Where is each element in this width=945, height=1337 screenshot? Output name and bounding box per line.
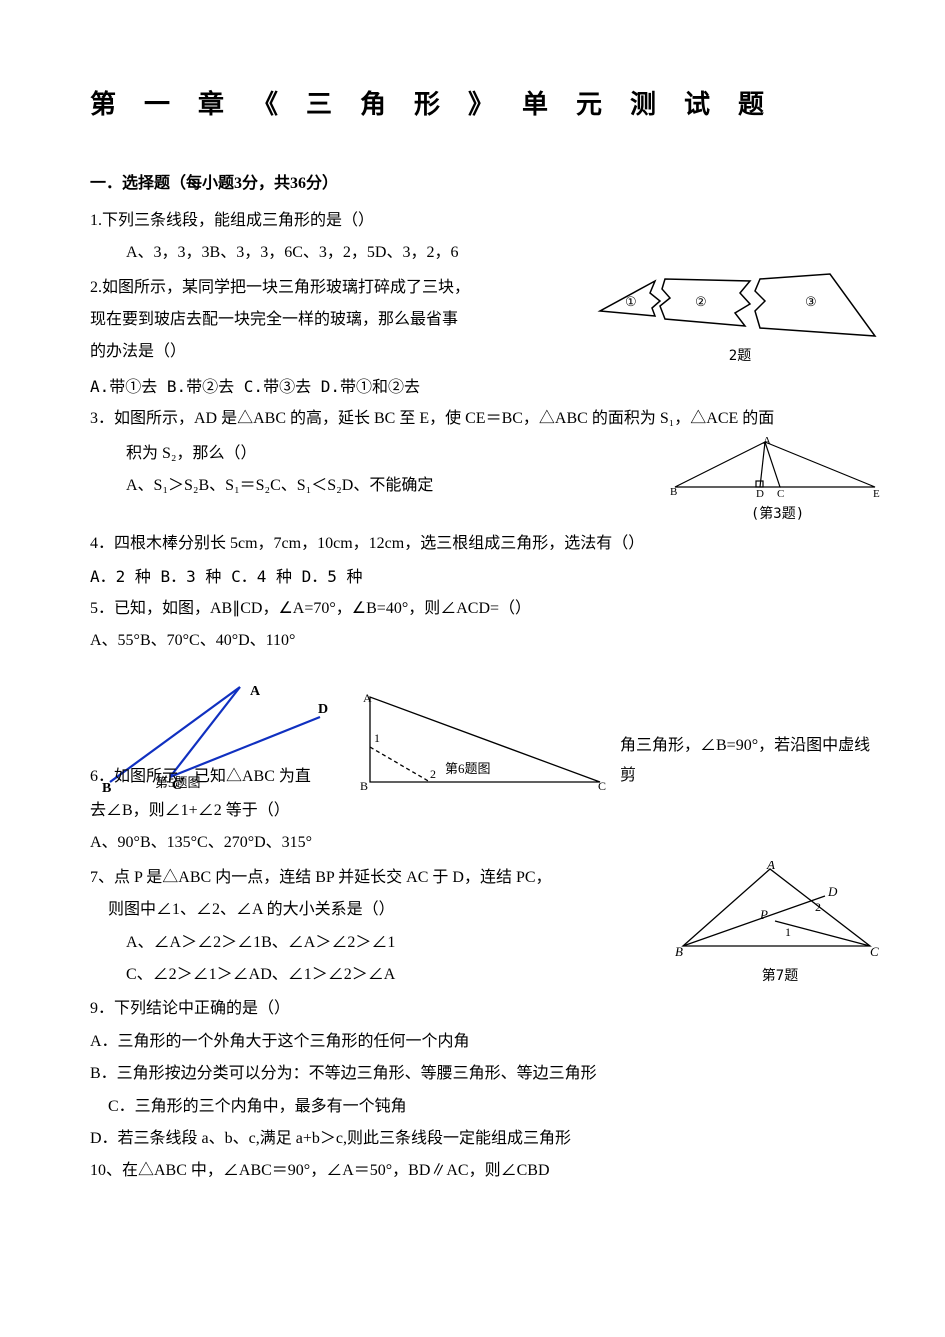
q1-stem: 1.下列三条线段，能组成三角形的是（）	[90, 206, 885, 236]
svg-text:1: 1	[374, 731, 380, 745]
page-title: 第一章《三角形》单元测试题	[90, 80, 885, 129]
svg-text:③: ③	[805, 294, 817, 309]
q5-options: A、55°B、70°C、40°D、110°	[90, 626, 885, 656]
fig2-caption: 2题	[595, 343, 885, 370]
svg-text:D: D	[756, 488, 764, 499]
q4-stem: 4．四根木棒分别长 5cm，7cm，10cm，12cm，选三根组成三角形，选法有…	[90, 529, 885, 559]
svg-text:1: 1	[785, 925, 791, 939]
q2-line2: 现在要到玻店去配一块完全一样的玻璃，那么最省事	[90, 305, 585, 335]
svg-text:D: D	[827, 884, 838, 899]
svg-text:A: A	[763, 437, 771, 447]
q3-figure: A B D C E (第3题)	[670, 437, 885, 528]
q10-stem: 10、在△ABC 中，∠ABC＝90°，∠A＝50°，BD∥AC，则∠CBD	[90, 1156, 885, 1186]
q2-figure: ① ② ③ 2题	[595, 271, 885, 370]
svg-text:②: ②	[695, 294, 707, 309]
q7-opts2: C、∠2＞∠1＞∠AD、∠1＞∠2＞∠A	[90, 960, 665, 990]
svg-text:B: B	[675, 944, 683, 959]
svg-text:E: E	[873, 488, 880, 499]
q5-stem: 5．已知，如图，AB∥CD，∠A=70°，∠B=40°，则∠ACD=（）	[90, 594, 885, 624]
svg-text:C: C	[870, 944, 879, 959]
section-1-title: 一．选择题（每小题3分，共36分）	[90, 169, 885, 199]
q2-line3: 的办法是（）	[90, 337, 585, 367]
q3-options: A、S₁＞S₂B、S₁＝S₂C、S₁＜S₂D、不能确定	[90, 471, 660, 501]
svg-text:①: ①	[625, 294, 637, 309]
svg-text:A: A	[766, 861, 775, 872]
q9-optD: D．若三条线段 a、b、c,满足 a+b＞c,则此三条线段一定能组成三角形	[90, 1124, 885, 1154]
q9-optC: C．三角形的三个内角中，最多有一个钝角	[90, 1092, 885, 1122]
svg-text:C: C	[777, 488, 784, 499]
q2-row: 2.如图所示，某同学把一块三角形玻璃打碎成了三块， 现在要到玻店去配一块完全一样…	[90, 271, 885, 370]
q7-opts1: A、∠A＞∠2＞∠1B、∠A＞∠2＞∠1	[90, 928, 665, 958]
q4-options: A．2 种 B．3 种 C．4 种 D．5 种	[90, 562, 885, 592]
q6-options: A、90°B、135°C、270°D、315°	[90, 828, 885, 858]
svg-text:D: D	[318, 702, 328, 717]
svg-text:B: B	[670, 486, 677, 498]
q1-options: A、3，3，3B、3，3，6C、3，2，5D、3，2，6	[90, 238, 885, 268]
fig3-caption: (第3题)	[670, 501, 885, 528]
q2-options: A.带①去 B.带②去 C.带③去 D.带①和②去	[90, 372, 885, 402]
svg-text:A: A	[250, 684, 261, 699]
q3-line1: 3．如图所示，AD 是△ABC 的高，延长 BC 至 E，使 CE＝BC，△AB…	[90, 404, 885, 434]
fig7-caption: 第7题	[675, 963, 885, 990]
svg-text:2: 2	[815, 900, 821, 914]
q7-figure: A B C D P 1 2 第7题	[675, 861, 885, 990]
svg-text:P: P	[759, 907, 768, 922]
svg-text:A: A	[363, 692, 372, 705]
q6-line2: 去∠B，则∠1+∠2 等于（）	[90, 796, 885, 826]
q7-line1: 7、点 P 是△ABC 内一点，连结 BP 并延长交 AC 于 D，连结 PC，	[90, 863, 665, 893]
q6-stem-start: 6．如图所示，已知△ABC 为直	[90, 768, 311, 785]
q2-line1: 2.如图所示，某同学把一块三角形玻璃打碎成了三块，	[90, 273, 585, 303]
q9-optB: B．三角形按边分类可以分为：不等边三角形、等腰三角形、等边三角形	[90, 1059, 885, 1089]
q9-stem: 9．下列结论中正确的是（）	[90, 994, 885, 1024]
q3-line2: 积为 S₂，那么（）	[90, 439, 660, 469]
q7-line2: 则图中∠1、∠2、∠A 的大小关系是（）	[90, 895, 665, 925]
q9-optA: A．三角形的一个外角大于这个三角形的任何一个内角	[90, 1027, 885, 1057]
